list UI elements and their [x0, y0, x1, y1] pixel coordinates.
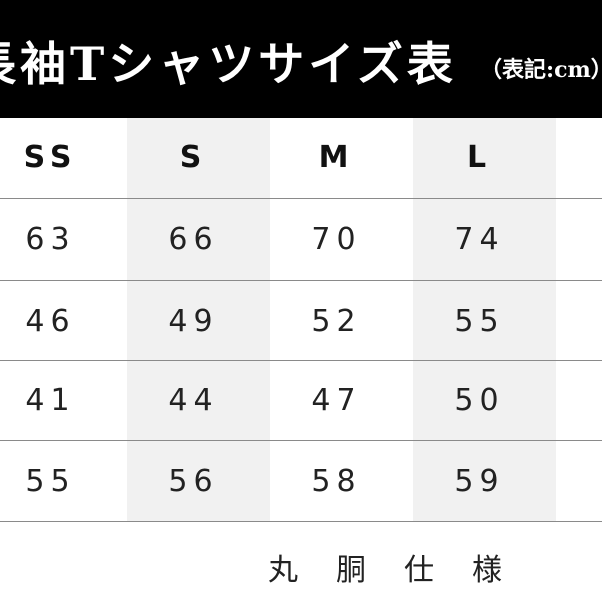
- column-header: L: [466, 140, 493, 175]
- column-header: SS: [23, 140, 78, 175]
- column-header: S: [179, 140, 208, 175]
- table-cell: 56: [168, 464, 219, 499]
- table-cell: 55: [454, 304, 505, 339]
- header-band: [0, 0, 602, 118]
- footer-note: 丸胴仕様: [268, 553, 540, 588]
- column-header: M: [318, 140, 355, 175]
- table-cell: 70: [311, 222, 362, 257]
- table-cell: 59: [454, 464, 505, 499]
- row-line: [0, 521, 602, 522]
- table-cell: 55: [25, 464, 76, 499]
- row-line: [0, 280, 602, 281]
- unit: （表記:cm）: [480, 57, 602, 83]
- table-cell: 50: [454, 383, 505, 418]
- table-cell: 52: [311, 304, 362, 339]
- table-cell: 63: [25, 222, 76, 257]
- table-cell: 58: [311, 464, 362, 499]
- table-cell: 49: [168, 304, 219, 339]
- table-cell: 74: [454, 222, 505, 257]
- row-line: [0, 440, 602, 441]
- column-shade: [127, 118, 270, 521]
- table-cell: 47: [311, 383, 362, 418]
- table-cell: 44: [168, 383, 219, 418]
- row-line: [0, 198, 602, 199]
- table-cell: 66: [168, 222, 219, 257]
- column-shade: [413, 118, 556, 521]
- row-line: [0, 360, 602, 361]
- title: 長袖Tシャツサイズ表: [0, 37, 457, 91]
- table-cell: 41: [25, 383, 76, 418]
- table-cell: 46: [25, 304, 76, 339]
